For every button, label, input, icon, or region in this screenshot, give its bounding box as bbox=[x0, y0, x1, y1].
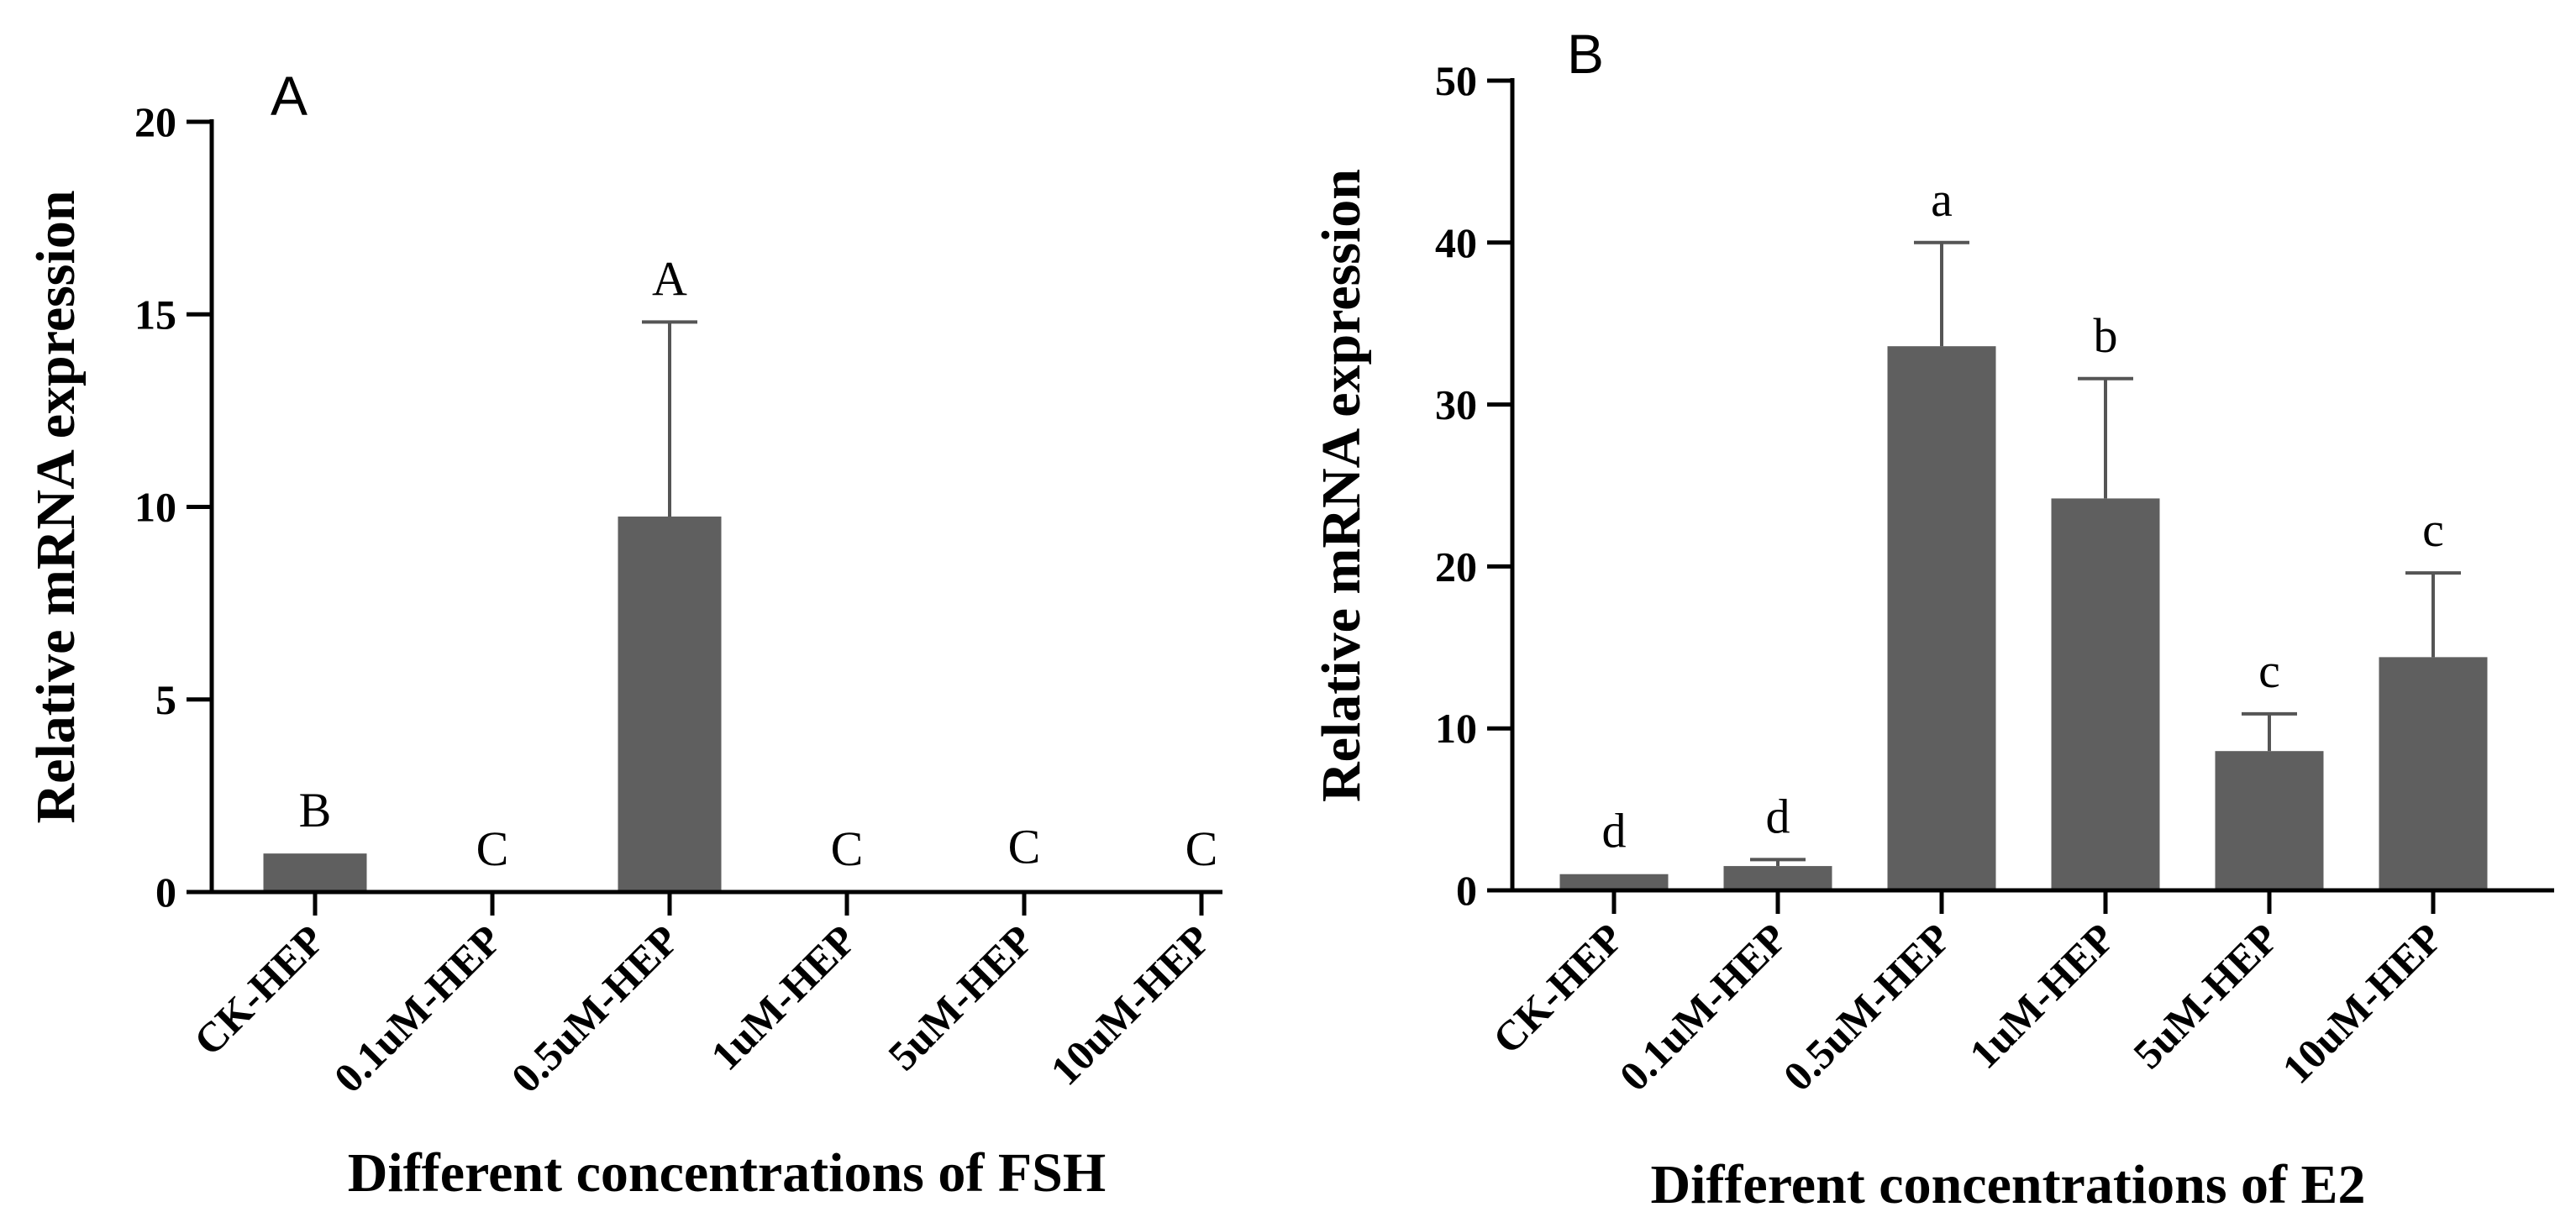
panel-b-y-tick-label: 10 bbox=[1435, 705, 1477, 752]
panel-b-bar-5um-hep bbox=[2215, 751, 2324, 890]
panel-b-bar-1um-hep bbox=[2051, 498, 2160, 890]
panel-b-category-label: 0.5uM-HEP bbox=[1774, 914, 1959, 1099]
panel-a-y-tick-label: 20 bbox=[134, 98, 176, 145]
panel-a-y-tick-label: 0 bbox=[155, 869, 176, 916]
panel-b-letter: B bbox=[1567, 23, 1604, 85]
panel-b-significance-label: d bbox=[1602, 804, 1627, 858]
panel-b-category-label: 5uM-HEP bbox=[2124, 914, 2288, 1078]
panel-a-significance-label: C bbox=[831, 821, 864, 876]
panel-b-significance-label: d bbox=[1766, 789, 1790, 843]
panel-b-significance-label: c bbox=[2258, 643, 2280, 698]
panel-b-bar-ck-hep bbox=[1559, 874, 1669, 890]
panel-a-significance-label: C bbox=[1185, 821, 1218, 876]
panel-b-error-bar-1um-hep bbox=[2078, 376, 2133, 499]
panel-a-category-label: 0.1uM-HEP bbox=[324, 916, 510, 1101]
panel-a-category-label: 1uM-HEP bbox=[702, 916, 865, 1079]
panel-b-significance-label: c bbox=[2422, 502, 2444, 557]
panel-a-significance-label: C bbox=[1008, 820, 1041, 874]
panel-a-bar-0.5um-hep bbox=[618, 516, 722, 892]
panel-b-category-label: CK-HEP bbox=[1484, 914, 1632, 1063]
panel-b-y-axis-title: Relative mRNA expression bbox=[1311, 169, 1372, 802]
panel-b-bar-0.5um-hep bbox=[1887, 346, 1996, 890]
panel-a-bar-ck-hep bbox=[263, 853, 367, 892]
panel-a-significance-label: C bbox=[476, 821, 509, 876]
panel-b-category-label: 10uM-HEP bbox=[2273, 914, 2451, 1092]
panel-b-error-bar-10um-hep bbox=[2405, 571, 2461, 658]
panel-a-y-tick-label: 5 bbox=[155, 676, 176, 723]
panel-b-category-label: 1uM-HEP bbox=[1960, 914, 2124, 1078]
panel-a-y-tick-label: 10 bbox=[134, 484, 176, 531]
panel-a-significance-label: B bbox=[299, 783, 332, 837]
panel-b-significance-label: a bbox=[1931, 172, 1953, 227]
panel-b-bar-10um-hep bbox=[2379, 657, 2488, 890]
panel-a-significance-label: A bbox=[652, 251, 687, 306]
panel-b-y-tick-label: 30 bbox=[1435, 381, 1477, 428]
panel-b-y-tick-label: 50 bbox=[1435, 57, 1477, 104]
panel-b-y-tick-label: 0 bbox=[1456, 867, 1477, 914]
chart-panel-b: Bd d a b c c 0 10 20 30 40 50 CK-HEP0.1uM-HEP0.5uM-H… bbox=[1311, 23, 2554, 1215]
panel-a-letter: A bbox=[271, 65, 308, 127]
panel-a-category-label: 0.5uM-HEP bbox=[502, 916, 687, 1101]
panel-a-category-label: 5uM-HEP bbox=[879, 916, 1043, 1079]
panel-b-error-bar-0.1um-hep bbox=[1750, 858, 1806, 867]
panel-b-x-axis-title: Different concentrations of E2 bbox=[1650, 1154, 2365, 1215]
panel-a-category-label: CK-HEP bbox=[185, 916, 334, 1064]
panel-b-y-tick-label: 40 bbox=[1435, 219, 1477, 266]
panel-b-bar-0.1um-hep bbox=[1723, 866, 1832, 890]
panel-b-error-bar-5um-hep bbox=[2242, 711, 2297, 752]
panel-b-y-tick-label: 20 bbox=[1435, 543, 1477, 590]
panel-a-y-tick-label: 15 bbox=[134, 291, 176, 338]
panel-a-category-label: 10uM-HEP bbox=[1041, 916, 1219, 1094]
panel-a-y-axis-title: Relative mRNA expression bbox=[25, 190, 87, 823]
panel-b-significance-label: b bbox=[2094, 308, 2118, 363]
panel-b-error-bar-0.5um-hep bbox=[1914, 240, 1969, 347]
panel-a-error-bar-0.5um-hep bbox=[642, 320, 697, 517]
panel-b-category-label: 0.1uM-HEP bbox=[1610, 914, 1795, 1099]
panel-a-x-axis-title: Different concentrations of FSH bbox=[348, 1142, 1106, 1204]
